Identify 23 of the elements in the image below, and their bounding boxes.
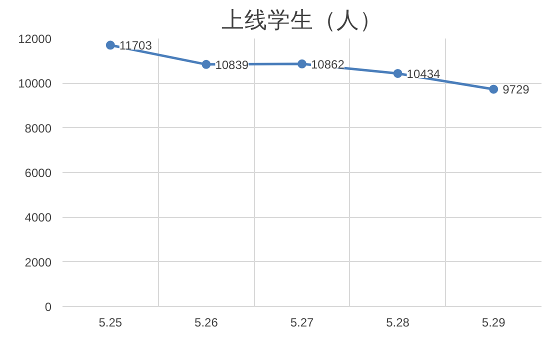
- x-tick-label: 5.27: [290, 316, 314, 330]
- y-tick-label: 4000: [24, 210, 52, 225]
- x-tick-label: 5.28: [386, 316, 410, 330]
- chart-title: 上线学生（人）: [222, 8, 382, 34]
- y-tick-label: 12000: [18, 32, 52, 46]
- y-tick-label: 8000: [24, 121, 52, 136]
- x-tick-label: 5.25: [98, 316, 122, 330]
- y-tick-label: 10000: [18, 76, 52, 91]
- point: [106, 40, 115, 50]
- y-tick-label: 2000: [24, 255, 52, 270]
- x-tick-label: 5.26: [194, 316, 218, 330]
- data-label: 10839: [215, 58, 249, 72]
- point: [393, 68, 402, 78]
- point: [202, 60, 211, 69]
- data-label: 11703: [119, 38, 152, 53]
- x-tick-label: 5.29: [482, 316, 506, 330]
- data-label: 10434: [406, 66, 440, 81]
- point: [298, 59, 306, 68]
- data-label: 9729: [502, 82, 530, 97]
- y-tick-label: 6000: [24, 166, 52, 180]
- point: [489, 84, 498, 94]
- y-tick-label: 0: [44, 300, 52, 314]
- data-label: 10862: [311, 57, 345, 72]
